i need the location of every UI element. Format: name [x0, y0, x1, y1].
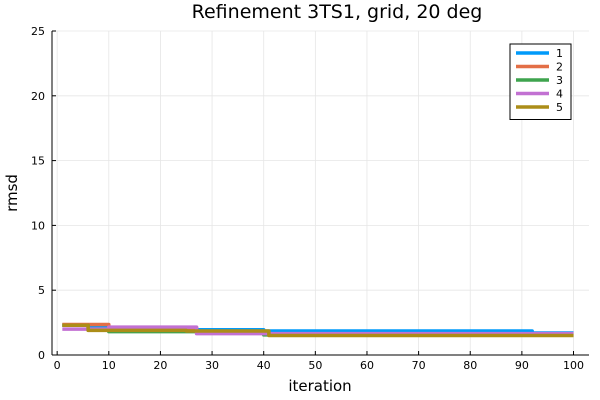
- x-tick-label: 40: [257, 359, 271, 372]
- y-tick-label: 20: [31, 90, 45, 103]
- y-axis-label: rmsd: [3, 174, 21, 212]
- legend-label-5: 5: [556, 101, 563, 114]
- y-tick-label: 0: [38, 349, 45, 362]
- x-tick-label: 70: [412, 359, 426, 372]
- y-tick-label: 10: [31, 219, 45, 232]
- x-tick-label: 80: [463, 359, 477, 372]
- legend-label-2: 2: [556, 61, 563, 74]
- legend-label-4: 4: [556, 88, 563, 101]
- y-ticks: 0 5 10 15 20 25: [31, 25, 56, 362]
- x-tick-label: 0: [54, 359, 61, 372]
- legend-label-1: 1: [556, 47, 563, 60]
- series-line-5: [62, 323, 574, 338]
- chart-title: Refinement 3TS1, grid, 20 deg: [192, 1, 483, 23]
- plot-frame: [51, 31, 589, 356]
- y-tick-label: 25: [31, 25, 45, 38]
- y-tick-label: 15: [31, 155, 45, 168]
- x-axis-label: iteration: [288, 377, 351, 395]
- x-tick-label: 30: [205, 359, 219, 372]
- x-tick-label: 50: [308, 359, 322, 372]
- x-tick-label: 60: [360, 359, 374, 372]
- x-tick-label: 90: [515, 359, 529, 372]
- x-tick-label: 100: [563, 359, 584, 372]
- series-lines: [62, 322, 574, 338]
- y-tick-label: 5: [38, 284, 45, 297]
- x-tick-label: 20: [153, 359, 167, 372]
- legend-label-3: 3: [556, 74, 563, 87]
- grid-lines: [52, 30, 589, 356]
- x-tick-label: 10: [102, 359, 116, 372]
- x-ticks: 0 10 20 30 40 50 60 70 80 90 100: [54, 351, 584, 372]
